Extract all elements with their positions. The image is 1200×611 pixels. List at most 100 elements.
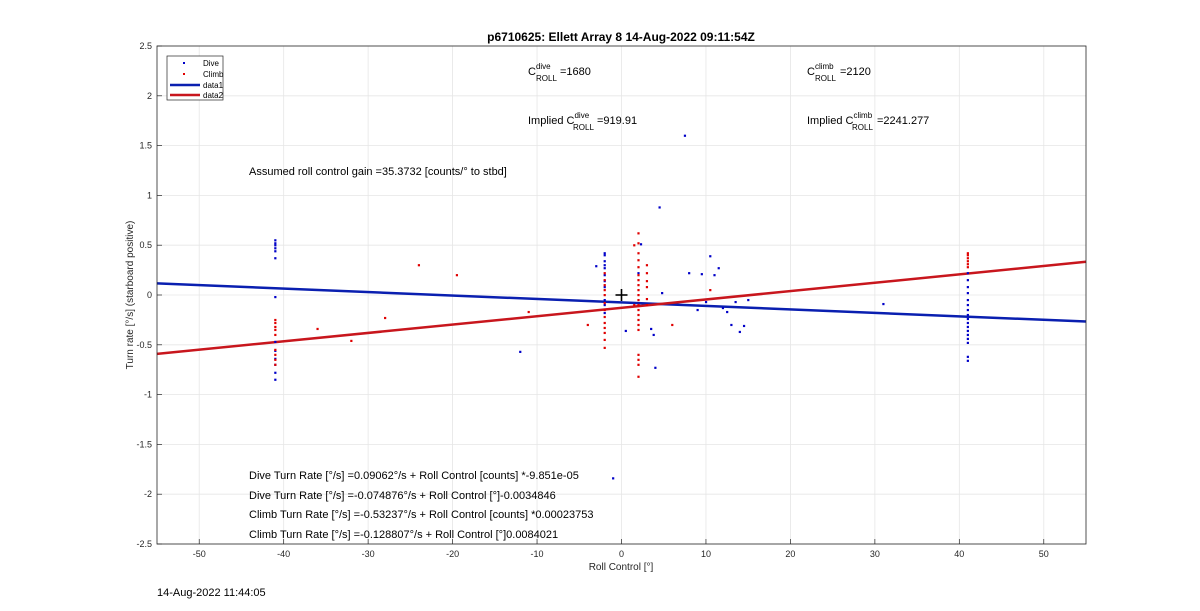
dive-point xyxy=(717,267,720,270)
climb-point xyxy=(603,279,606,282)
dive-point xyxy=(966,292,969,295)
dive-point xyxy=(274,295,277,299)
climb-point xyxy=(709,289,712,292)
dive-point xyxy=(966,298,969,302)
dive-point xyxy=(966,303,969,307)
equation-dive-degrees: Dive Turn Rate [°/s] =-0.074876°/s + Rol… xyxy=(249,490,556,502)
dive-point xyxy=(274,371,277,374)
legend-dive-label: Dive xyxy=(203,59,220,68)
y-tick-label: -2.5 xyxy=(136,539,152,549)
climb-point xyxy=(637,313,640,317)
climb-point xyxy=(966,257,969,260)
dive-point xyxy=(637,272,640,275)
legend-dive-marker xyxy=(183,62,185,64)
x-axis-ticks: -50 -40 -30 -20 -10 0 10 20 30 40 50 xyxy=(193,539,1049,559)
climb-point xyxy=(603,321,606,325)
dive-point xyxy=(704,300,708,304)
climb-point xyxy=(603,284,606,287)
fit-lines xyxy=(156,260,1087,356)
dive-point xyxy=(742,324,746,328)
dive-point xyxy=(274,378,277,381)
dive-point xyxy=(882,302,885,306)
y-tick-label: 0 xyxy=(147,290,152,300)
x-tick-label: 40 xyxy=(954,549,964,559)
dive-point xyxy=(274,247,277,250)
dive-point xyxy=(966,359,969,362)
climb-point xyxy=(637,328,640,332)
roll-gain-annotation: Assumed roll control gain =35.3732 [coun… xyxy=(249,166,507,178)
x-tick-label: -50 xyxy=(193,549,206,559)
climb-point xyxy=(637,284,640,287)
dive-point xyxy=(966,355,969,358)
dive-point xyxy=(966,329,969,333)
climb-point xyxy=(633,244,636,247)
equation-climb-counts: Climb Turn Rate [°/s] =-0.53237°/s + Rol… xyxy=(249,509,594,521)
climb-point xyxy=(645,297,649,301)
x-tick-label: 30 xyxy=(870,549,880,559)
dive-point xyxy=(624,329,627,333)
y-axis-label: Turn rate [°/s] (starboard positive) xyxy=(125,221,136,370)
climb-point xyxy=(417,264,421,267)
y-tick-label: 2 xyxy=(147,91,152,101)
dive-point xyxy=(603,264,606,267)
climb-point xyxy=(603,308,606,312)
dive-point xyxy=(639,243,643,246)
dive-point xyxy=(734,300,737,304)
climb-point xyxy=(603,289,606,292)
dive-point xyxy=(603,286,606,289)
dive-point xyxy=(966,333,969,337)
c-climb-annotation: Cclimb ROLL=2120 xyxy=(807,62,871,83)
dive-point xyxy=(650,327,653,331)
climb-point xyxy=(645,280,649,283)
climb-point xyxy=(645,303,649,307)
equation-dive-counts: Dive Turn Rate [°/s] =0.09062°/s + Roll … xyxy=(249,470,579,482)
dive-point xyxy=(603,274,606,277)
climb-point xyxy=(637,303,640,307)
climb-point xyxy=(637,358,640,361)
legend: Dive Climb data1 data2 xyxy=(166,55,224,101)
legend-climb-label: Climb xyxy=(203,70,224,79)
climb-point xyxy=(645,286,649,289)
dive-point xyxy=(696,308,699,312)
climb-point xyxy=(645,272,649,275)
climb-point xyxy=(671,323,674,327)
y-tick-label: -0.5 xyxy=(136,340,152,350)
footer-timestamp: 14-Aug-2022 11:44:05 xyxy=(157,587,266,599)
dive-point xyxy=(966,341,969,345)
equation-climb-degrees: Climb Turn Rate [°/s] =-0.128807°/s + Ro… xyxy=(249,529,558,541)
data-points xyxy=(274,134,969,480)
origin-marker xyxy=(615,289,628,301)
fit-line-data1 xyxy=(156,282,1087,323)
climb-point xyxy=(603,326,606,330)
dive-point xyxy=(966,321,969,325)
climb-point xyxy=(274,328,277,332)
y-axis-ticks: -2.5 -2 -1.5 -1 -0.5 0 0.5 1 1.5 2 2.5 xyxy=(136,41,162,549)
dive-point xyxy=(747,298,750,302)
climb-point xyxy=(645,264,649,267)
climb-point xyxy=(603,331,606,335)
y-tick-label: 2.5 xyxy=(139,41,152,51)
x-tick-label: -10 xyxy=(531,549,544,559)
dive-point xyxy=(595,265,598,268)
y-tick-label: -2 xyxy=(144,489,152,499)
climb-point xyxy=(603,301,606,305)
dive-point xyxy=(713,274,716,277)
climb-point xyxy=(637,323,640,327)
climb-point xyxy=(586,323,589,327)
dive-point xyxy=(721,306,725,310)
dive-point xyxy=(274,250,277,253)
climb-point xyxy=(603,294,606,297)
dive-point xyxy=(519,350,522,353)
dive-point xyxy=(966,313,969,317)
dive-point xyxy=(603,252,606,255)
dive-point xyxy=(274,244,277,247)
y-tick-label: 1.5 xyxy=(139,141,152,151)
y-tick-label: 0.5 xyxy=(139,240,152,250)
dive-point xyxy=(709,255,712,258)
climb-point xyxy=(274,325,277,329)
climb-point xyxy=(637,353,640,356)
climb-point xyxy=(637,252,640,255)
implied-dive-annotation: Implied Cdive ROLL=919.91 xyxy=(528,111,637,132)
climb-point xyxy=(637,363,640,366)
